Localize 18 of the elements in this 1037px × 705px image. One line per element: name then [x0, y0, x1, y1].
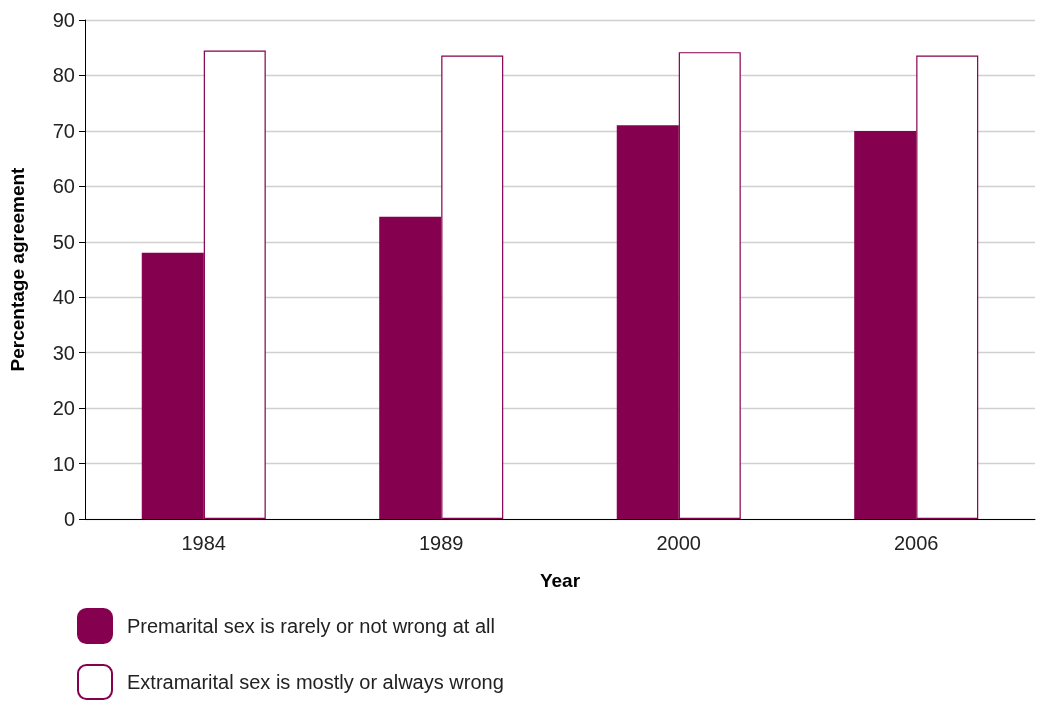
y-tick-label: 90: [52, 9, 75, 31]
x-tick-label: 1989: [419, 532, 464, 554]
y-axis-title: Percentage agreement: [7, 166, 28, 372]
legend-label: Premarital sex is rarely or not wrong at all: [127, 615, 495, 637]
y-tick-label: 10: [52, 452, 75, 475]
y-tick-label: 50: [52, 230, 75, 253]
x-tick-label: 2006: [894, 532, 939, 554]
y-tick-label: 30: [52, 341, 75, 364]
y-tick-label: 80: [52, 64, 75, 87]
x-axis-title: Year: [539, 570, 581, 591]
y-tick-label: 0: [63, 508, 75, 530]
x-tick-label: 2000: [656, 532, 701, 554]
legend-label: Extramarital sex is mostly or always wrong: [127, 671, 504, 693]
x-tick-label: 1984: [181, 532, 226, 554]
y-tick-label: 60: [52, 175, 75, 198]
y-tick-label: 20: [52, 397, 75, 420]
y-tick-label: 40: [52, 286, 75, 309]
y-tick-label: 70: [52, 119, 75, 142]
